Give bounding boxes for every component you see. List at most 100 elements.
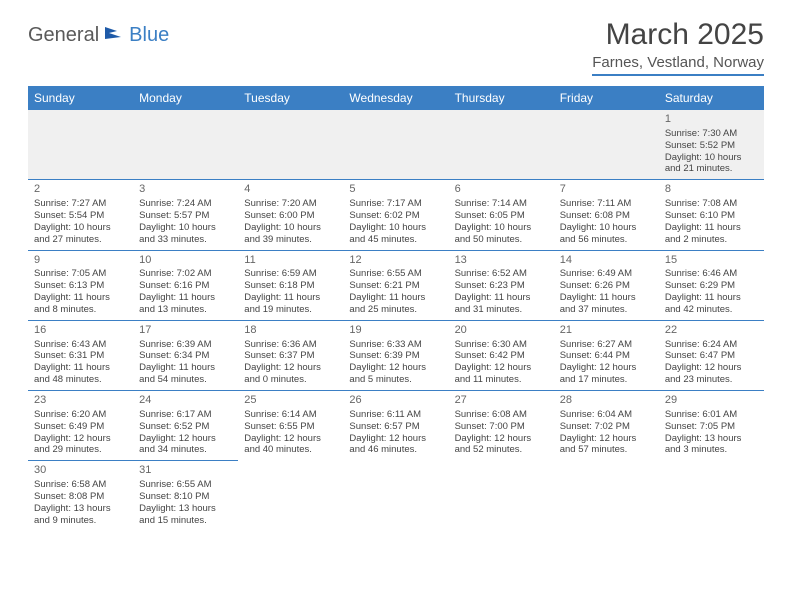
- sunrise-text: Sunrise: 6:52 AM: [455, 268, 548, 280]
- daylight-text: Daylight: 12 hours and 40 minutes.: [244, 433, 337, 457]
- sunrise-text: Sunrise: 7:05 AM: [34, 268, 127, 280]
- sunrise-text: Sunrise: 7:02 AM: [139, 268, 232, 280]
- calendar-day-cell: 19Sunrise: 6:33 AMSunset: 6:39 PMDayligh…: [343, 320, 448, 390]
- daylight-text: Daylight: 12 hours and 11 minutes.: [455, 362, 548, 386]
- sunrise-text: Sunrise: 7:11 AM: [560, 198, 653, 210]
- sunrise-text: Sunrise: 7:17 AM: [349, 198, 442, 210]
- logo-text-general: General: [28, 24, 99, 47]
- day-number: 3: [139, 183, 232, 197]
- sunset-text: Sunset: 6:37 PM: [244, 350, 337, 362]
- sunset-text: Sunset: 6:55 PM: [244, 421, 337, 433]
- sunset-text: Sunset: 6:39 PM: [349, 350, 442, 362]
- daylight-text: Daylight: 12 hours and 52 minutes.: [455, 433, 548, 457]
- sunrise-text: Sunrise: 6:39 AM: [139, 339, 232, 351]
- logo-text-blue: Blue: [129, 24, 169, 47]
- sunset-text: Sunset: 6:34 PM: [139, 350, 232, 362]
- sunset-text: Sunset: 8:08 PM: [34, 491, 127, 503]
- day-number: 4: [244, 183, 337, 197]
- calendar-day-cell: [343, 110, 448, 180]
- calendar-day-cell: 22Sunrise: 6:24 AMSunset: 6:47 PMDayligh…: [659, 320, 764, 390]
- day-number: 27: [455, 394, 548, 408]
- sunrise-text: Sunrise: 6:14 AM: [244, 409, 337, 421]
- day-header: Sunday: [28, 86, 133, 110]
- calendar-day-cell: 3Sunrise: 7:24 AMSunset: 5:57 PMDaylight…: [133, 180, 238, 250]
- daylight-text: Daylight: 13 hours and 3 minutes.: [665, 433, 758, 457]
- calendar-day-cell: [28, 110, 133, 180]
- calendar-day-cell: 10Sunrise: 7:02 AMSunset: 6:16 PMDayligh…: [133, 250, 238, 320]
- sunrise-text: Sunrise: 6:55 AM: [349, 268, 442, 280]
- daylight-text: Daylight: 10 hours and 33 minutes.: [139, 222, 232, 246]
- day-header: Thursday: [449, 86, 554, 110]
- calendar-day-cell: 15Sunrise: 6:46 AMSunset: 6:29 PMDayligh…: [659, 250, 764, 320]
- sunset-text: Sunset: 6:52 PM: [139, 421, 232, 433]
- calendar-day-cell: 21Sunrise: 6:27 AMSunset: 6:44 PMDayligh…: [554, 320, 659, 390]
- daylight-text: Daylight: 11 hours and 42 minutes.: [665, 292, 758, 316]
- calendar-day-cell: 5Sunrise: 7:17 AMSunset: 6:02 PMDaylight…: [343, 180, 448, 250]
- sunset-text: Sunset: 6:10 PM: [665, 210, 758, 222]
- day-number: 1: [665, 113, 758, 127]
- sunrise-text: Sunrise: 7:08 AM: [665, 198, 758, 210]
- daylight-text: Daylight: 11 hours and 31 minutes.: [455, 292, 548, 316]
- logo: General Blue: [28, 24, 169, 47]
- calendar-day-cell: 13Sunrise: 6:52 AMSunset: 6:23 PMDayligh…: [449, 250, 554, 320]
- daylight-text: Daylight: 10 hours and 50 minutes.: [455, 222, 548, 246]
- sunset-text: Sunset: 6:44 PM: [560, 350, 653, 362]
- day-number: 18: [244, 324, 337, 338]
- day-number: 6: [455, 183, 548, 197]
- location: Farnes, Vestland, Norway: [592, 54, 764, 76]
- day-number: 7: [560, 183, 653, 197]
- daylight-text: Daylight: 11 hours and 8 minutes.: [34, 292, 127, 316]
- sunrise-text: Sunrise: 6:11 AM: [349, 409, 442, 421]
- sunrise-text: Sunrise: 7:20 AM: [244, 198, 337, 210]
- sunrise-text: Sunrise: 7:14 AM: [455, 198, 548, 210]
- calendar-week-row: 2Sunrise: 7:27 AMSunset: 5:54 PMDaylight…: [28, 180, 764, 250]
- calendar-day-cell: 30Sunrise: 6:58 AMSunset: 8:08 PMDayligh…: [28, 461, 133, 531]
- day-number: 11: [244, 254, 337, 268]
- sunset-text: Sunset: 5:54 PM: [34, 210, 127, 222]
- daylight-text: Daylight: 12 hours and 23 minutes.: [665, 362, 758, 386]
- sunrise-text: Sunrise: 6:27 AM: [560, 339, 653, 351]
- sunrise-text: Sunrise: 6:58 AM: [34, 479, 127, 491]
- sunset-text: Sunset: 6:21 PM: [349, 280, 442, 292]
- sunset-text: Sunset: 8:10 PM: [139, 491, 232, 503]
- calendar-week-row: 16Sunrise: 6:43 AMSunset: 6:31 PMDayligh…: [28, 320, 764, 390]
- calendar-week-row: 23Sunrise: 6:20 AMSunset: 6:49 PM Dayligh…: [28, 391, 764, 461]
- day-number: 14: [560, 254, 653, 268]
- calendar-day-cell: 7Sunrise: 7:11 AMSunset: 6:08 PMDaylight…: [554, 180, 659, 250]
- daylight-text: Daylight: 12 hours and 46 minutes.: [349, 433, 442, 457]
- calendar-body: 1Sunrise: 7:30 AMSunset: 5:52 PMDaylight…: [28, 110, 764, 531]
- calendar-day-cell: 23Sunrise: 6:20 AMSunset: 6:49 PMDayligh…: [28, 391, 133, 461]
- sunset-text: Sunset: 7:02 PM: [560, 421, 653, 433]
- day-header: Friday: [554, 86, 659, 110]
- calendar-day-cell: 9Sunrise: 7:05 AMSunset: 6:13 PMDaylight…: [28, 250, 133, 320]
- sunrise-text: Sunrise: 7:27 AM: [34, 198, 127, 210]
- calendar-day-cell: 1Sunrise: 7:30 AMSunset: 5:52 PMDaylight…: [659, 110, 764, 180]
- calendar-day-cell: 11Sunrise: 6:59 AMSunset: 6:18 PMDayligh…: [238, 250, 343, 320]
- calendar-week-row: 1Sunrise: 7:30 AMSunset: 5:52 PMDaylight…: [28, 110, 764, 180]
- day-number: 26: [349, 394, 442, 408]
- day-number: 22: [665, 324, 758, 338]
- day-number: 5: [349, 183, 442, 197]
- sunset-text: Sunset: 6:57 PM: [349, 421, 442, 433]
- sunset-text: Sunset: 6:00 PM: [244, 210, 337, 222]
- sunset-text: Sunset: 5:57 PM: [139, 210, 232, 222]
- calendar-day-cell: [554, 110, 659, 180]
- sunrise-text: Sunrise: 7:24 AM: [139, 198, 232, 210]
- calendar-day-cell: [554, 461, 659, 531]
- calendar-day-cell: 28Sunrise: 6:04 AMSunset: 7:02 PMDayligh…: [554, 391, 659, 461]
- logo-flag-icon: [103, 24, 125, 47]
- day-number: 9: [34, 254, 127, 268]
- daylight-text: Daylight: 11 hours and 37 minutes.: [560, 292, 653, 316]
- sunrise-text: Sunrise: 6:46 AM: [665, 268, 758, 280]
- sunrise-text: Sunrise: 6:01 AM: [665, 409, 758, 421]
- sunrise-text: Sunrise: 6:20 AM: [34, 409, 127, 421]
- daylight-text: Daylight: 12 hours and 34 minutes.: [139, 433, 232, 457]
- calendar-day-cell: 20Sunrise: 6:30 AMSunset: 6:42 PMDayligh…: [449, 320, 554, 390]
- day-number: 23: [34, 394, 127, 408]
- month-title: March 2025: [592, 18, 764, 52]
- daylight-text: Daylight: 13 hours and 15 minutes.: [139, 503, 232, 527]
- sunset-text: Sunset: 6:49 PM: [34, 421, 127, 433]
- day-number: 8: [665, 183, 758, 197]
- daylight-text: Daylight: 13 hours and 9 minutes.: [34, 503, 127, 527]
- calendar-day-cell: [449, 110, 554, 180]
